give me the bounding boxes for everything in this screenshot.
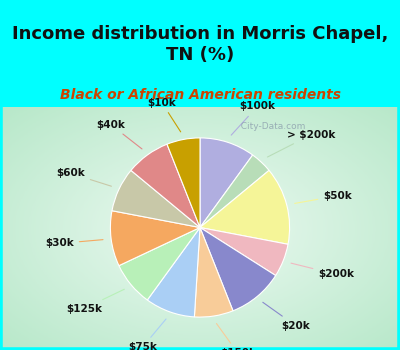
Text: $30k: $30k [45,238,103,248]
Text: $75k: $75k [128,319,166,350]
Text: $100k: $100k [231,102,275,135]
Wedge shape [147,228,200,317]
Wedge shape [110,211,200,266]
Text: $20k: $20k [263,302,310,330]
Text: > $200k: > $200k [268,130,336,157]
Text: $60k: $60k [56,168,112,186]
Text: Income distribution in Morris Chapel,
TN (%): Income distribution in Morris Chapel, TN… [12,26,388,64]
Wedge shape [167,138,200,228]
Text: $150k: $150k [216,323,256,350]
Text: City-Data.com: City-Data.com [235,122,305,131]
Text: $40k: $40k [96,120,142,149]
Wedge shape [200,138,253,228]
Text: $50k: $50k [295,191,352,203]
Text: $10k: $10k [148,98,181,132]
Wedge shape [131,144,200,228]
Wedge shape [200,228,288,275]
Text: $125k: $125k [66,289,124,314]
Wedge shape [200,228,276,311]
Wedge shape [194,228,233,317]
Text: Black or African American residents: Black or African American residents [60,88,340,102]
Wedge shape [200,170,290,244]
Wedge shape [112,170,200,228]
Wedge shape [119,228,200,300]
Wedge shape [200,155,269,228]
Text: $200k: $200k [291,263,354,279]
